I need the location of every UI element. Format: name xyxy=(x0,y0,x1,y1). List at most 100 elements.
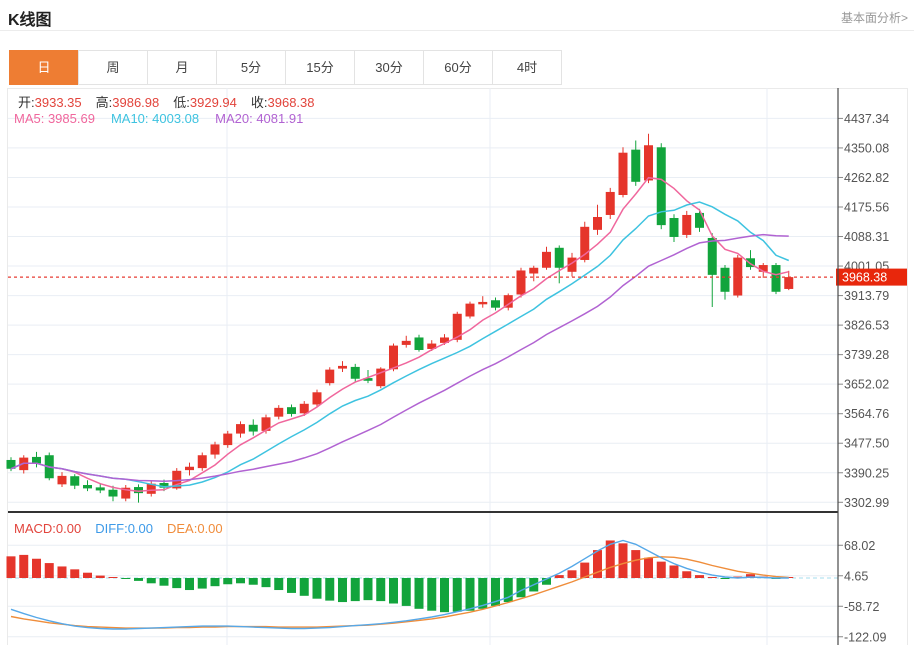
candle-body xyxy=(134,487,143,494)
ohlc-high-label: 高: xyxy=(95,95,113,110)
macd-value-macd: MACD:0.00 xyxy=(14,521,82,536)
ma-value-ma5: MA5: 3985.69 xyxy=(14,111,95,126)
macd-histogram-bar xyxy=(414,578,424,609)
candle-body xyxy=(312,392,322,405)
macd-histogram-bar xyxy=(146,578,156,584)
price-axis-label: 3564.76 xyxy=(844,407,889,421)
candle-body xyxy=(784,277,794,289)
candle-body xyxy=(299,403,309,414)
fundamental-analysis-link[interactable]: 基本面分析> xyxy=(840,11,908,25)
macd-histogram-bar xyxy=(223,578,233,585)
macd-histogram-bar xyxy=(134,578,143,581)
macd-histogram-bar xyxy=(516,578,526,598)
macd-histogram-bar xyxy=(465,578,475,611)
macd-histogram-bar xyxy=(299,578,309,596)
macd-histogram-bar xyxy=(236,578,245,584)
macd-histogram-bar xyxy=(287,578,296,593)
candle-body xyxy=(159,482,169,488)
candle-body xyxy=(440,337,449,343)
tab-5min[interactable]: 5分 xyxy=(216,50,286,85)
tab-30min[interactable]: 30分 xyxy=(354,50,424,85)
tab-60min[interactable]: 60分 xyxy=(423,50,493,85)
candle-body xyxy=(465,303,475,317)
candle-body xyxy=(401,340,411,345)
macd-axis-label: -122.09 xyxy=(844,630,886,644)
candle-body xyxy=(644,145,653,181)
candle-body xyxy=(554,247,564,268)
macd-histogram-bar xyxy=(427,578,437,611)
ma5-line xyxy=(10,176,789,492)
ma-legend: MA5: 3985.69 MA10: 4003.08 MA20: 4081.91 xyxy=(14,111,319,126)
candle-body xyxy=(656,147,666,226)
header-divider xyxy=(0,30,914,31)
candle-body xyxy=(172,470,182,489)
macd-axis-label: 68.02 xyxy=(844,539,875,553)
current-price-badge xyxy=(836,268,907,286)
macd-histogram-bar xyxy=(593,550,602,578)
macd-histogram-bar xyxy=(733,576,743,578)
price-axis-label: 3390.25 xyxy=(844,466,889,480)
candle-body xyxy=(516,270,526,295)
macd-histogram-bar xyxy=(631,550,641,578)
tab-day[interactable]: 日 xyxy=(9,50,79,85)
macd-histogram-bar xyxy=(605,540,615,578)
price-axis-label: 4350.08 xyxy=(844,141,889,155)
tab-month[interactable]: 月 xyxy=(147,50,217,85)
candle-body xyxy=(185,466,194,471)
tab-4hour[interactable]: 4时 xyxy=(492,50,562,85)
macd-histogram-bar xyxy=(70,569,80,578)
macd-histogram-bar xyxy=(350,578,360,602)
macd-histogram-bar xyxy=(363,578,373,601)
macd-histogram-bar xyxy=(440,578,449,613)
macd-histogram-bar xyxy=(580,562,590,578)
macd-histogram-bar xyxy=(401,578,411,606)
candle-body xyxy=(707,237,717,275)
candle-body xyxy=(529,267,539,274)
ma-value-ma10: MA10: 4003.08 xyxy=(110,111,200,126)
tab-week[interactable]: 周 xyxy=(78,50,148,85)
macd-legend: MACD:0.00 DIFF:0.00 DEA:0.00 xyxy=(14,521,237,536)
candle-body xyxy=(325,369,335,384)
macd-histogram-bar xyxy=(682,571,692,578)
price-axis-label: 3477.50 xyxy=(844,437,889,451)
ohlc-high-value: 3986.98 xyxy=(112,95,160,110)
macd-histogram-bar xyxy=(376,578,386,602)
ohlc-open-value: 3933.35 xyxy=(34,95,82,110)
macd-histogram-bar xyxy=(172,578,182,589)
candle-body xyxy=(771,265,781,292)
macd-histogram-bar xyxy=(554,575,564,578)
price-axis-label: 4262.82 xyxy=(844,171,889,185)
macd-histogram-bar xyxy=(32,558,41,578)
ohlc-open-label: 开: xyxy=(18,95,35,110)
candle-body xyxy=(287,407,296,414)
candle-body xyxy=(618,152,628,195)
tab-15min[interactable]: 15分 xyxy=(285,50,355,85)
macd-axis-label: 4.65 xyxy=(844,569,868,583)
candle-body xyxy=(95,487,105,491)
candle-body xyxy=(593,216,602,230)
candle-body xyxy=(197,455,207,469)
macd-histogram-bar xyxy=(57,566,67,578)
candlestick-chart[interactable]: 4437.344350.084262.824175.564088.314001.… xyxy=(0,88,914,645)
macd-histogram-bar xyxy=(746,574,755,578)
ohlc-low-value: 3929.94 xyxy=(189,95,237,110)
candle-body xyxy=(389,345,398,370)
price-axis-label: 3652.02 xyxy=(844,378,889,392)
macd-histogram-bar xyxy=(338,578,347,603)
candle-body xyxy=(758,265,768,272)
macd-histogram-bar xyxy=(618,543,628,578)
price-axis-label: 4175.56 xyxy=(844,200,889,214)
candle-body xyxy=(146,483,156,494)
price-axis-label: 4088.31 xyxy=(844,230,889,244)
macd-histogram-bar xyxy=(121,578,131,579)
macd-value-dea: DEA:0.00 xyxy=(167,521,223,536)
price-axis-label: 3913.79 xyxy=(844,289,889,303)
macd-histogram-bar xyxy=(503,578,513,603)
candle-body xyxy=(210,444,220,455)
candle-body xyxy=(32,456,41,464)
macd-histogram-bar xyxy=(389,578,398,604)
period-tabs: 日周月 5分 15分 30分 60分 4时 xyxy=(9,50,562,85)
macd-histogram-bar xyxy=(185,578,194,591)
candle-body xyxy=(669,218,679,237)
